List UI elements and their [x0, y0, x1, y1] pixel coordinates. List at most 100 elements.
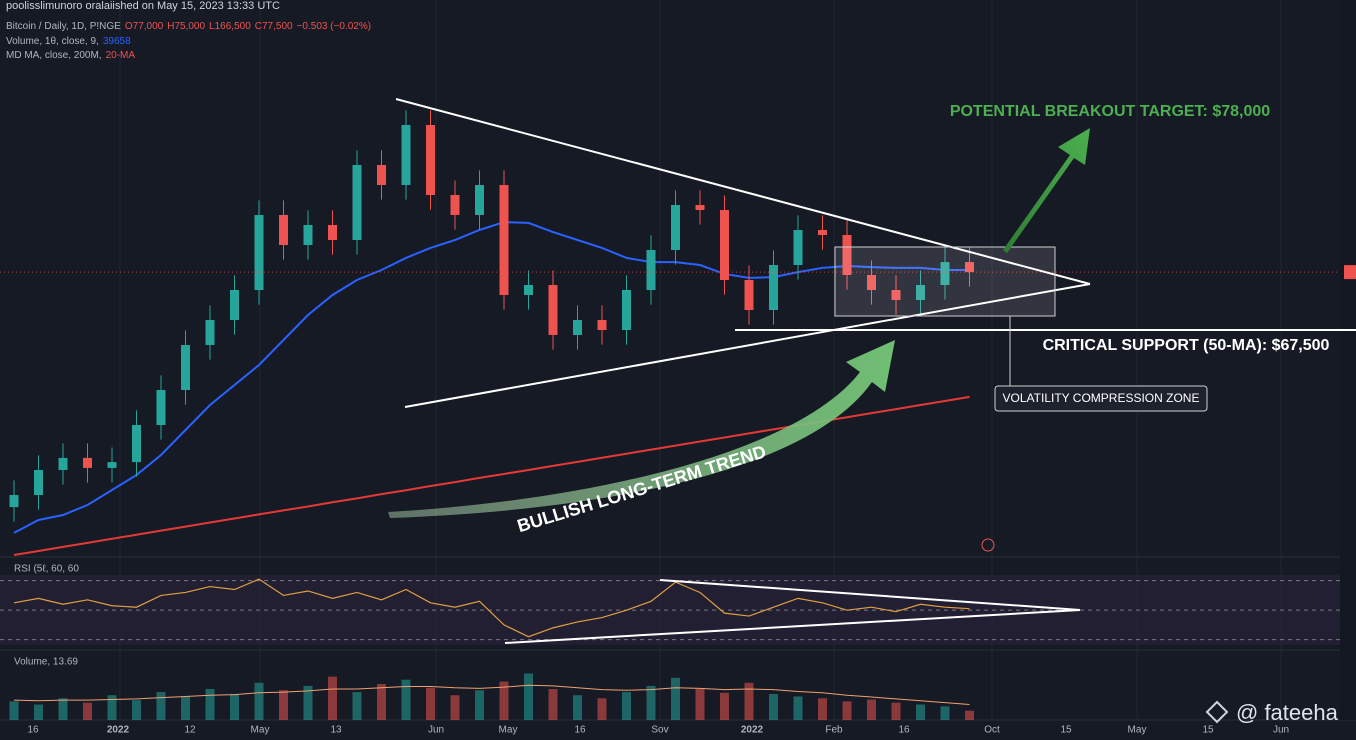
candle-body: [475, 185, 484, 215]
candle-body: [671, 205, 680, 250]
volume-bar: [205, 689, 215, 720]
x-axis: 16 2022 12 May 13 Jun May 16 Sov 2022 Feb 16 Oct 15 Ma…: [27, 725, 1289, 736]
candle-body: [573, 320, 582, 335]
callout-box: [994, 385, 1208, 412]
volume-bar: [793, 696, 803, 720]
x-tick-label: Oct: [984, 725, 1000, 736]
volume-bar: [181, 696, 190, 720]
candle-body: [744, 280, 754, 310]
x-tick-label: Sov: [651, 725, 668, 736]
volume-bar: [83, 702, 92, 720]
volume-bar: [573, 695, 582, 720]
volume-bar: [377, 684, 386, 720]
volume-bar: [230, 693, 239, 720]
volume-bar: [279, 690, 288, 720]
volume-bar: [254, 682, 264, 720]
volume-bar: [475, 690, 484, 720]
volume-bar: [818, 698, 827, 720]
moving-average: [13, 221, 970, 534]
volume-bar: [597, 698, 607, 720]
volume-bar: [769, 693, 778, 720]
volume-bar: [499, 681, 509, 720]
x-tick-label: 12: [184, 725, 196, 736]
x-tick-label: 16: [27, 725, 39, 736]
x-tick-label: 15: [1202, 725, 1214, 736]
x-tick-label: 16: [574, 725, 586, 736]
candle-body: [58, 457, 68, 470]
last-price-tag: [1344, 265, 1356, 280]
candle-body: [842, 235, 852, 275]
annotation: CRITICAL SUPPORT (50-MA): $67,500: [1043, 337, 1330, 354]
candle-body: [940, 262, 950, 285]
annotation: POTENTIAL BREAKOUT TARGET: $78,000: [950, 103, 1270, 120]
indicator-value: 20-MA: [105, 50, 136, 61]
candle-body: [107, 462, 117, 468]
candle-body: [818, 230, 827, 235]
candle-body: [205, 320, 215, 345]
candle-body: [891, 290, 901, 300]
volume-ma: [13, 684, 970, 705]
volume-bar: [965, 710, 974, 720]
candle-body: [720, 210, 729, 280]
x-tick-label: May: [251, 725, 270, 736]
grid: [119, 0, 1282, 720]
volume-bar: [622, 692, 631, 720]
ohlc: O77,000: [124, 21, 164, 32]
marks: [0, 110, 1356, 720]
candle-body: [377, 165, 386, 185]
volume-bar: [671, 677, 680, 720]
volume-bar: [132, 700, 141, 720]
x-tick-label: 2022: [107, 725, 130, 736]
breakout-arrow: [1003, 128, 1090, 253]
event-icon: [981, 538, 995, 552]
candle-body: [646, 250, 656, 290]
candle-body: [916, 285, 925, 300]
ohlc: L166,500: [209, 21, 251, 32]
x-tick-label: 15: [1060, 725, 1072, 736]
candle-body: [695, 205, 705, 210]
indicator-value: 39658: [102, 36, 131, 47]
candle-body: [279, 215, 288, 245]
annotation: VOLATILITY COMPRESSION ZONE: [1003, 391, 1200, 405]
candle-body: [156, 390, 166, 425]
x-tick-label: Jun: [428, 725, 444, 736]
published: poolisslimunoro oralaiished on May 15, 2…: [6, 0, 280, 12]
volume-bar: [867, 699, 876, 720]
volume-bar: [107, 695, 117, 720]
x-tick-label: Jun: [1273, 725, 1289, 736]
drawings: [395, 98, 1356, 644]
volume-bar: [646, 685, 656, 720]
watermark: @ fateeha: [1236, 700, 1339, 725]
candle-body: [426, 125, 435, 195]
candle-body: [548, 285, 558, 335]
candle-body: [499, 185, 509, 295]
symbol: Bitcoin / Daily, 1D, P!NGE: [6, 21, 121, 32]
volume-bar: [352, 692, 362, 720]
volume-bar: [426, 687, 435, 720]
candle-body: [83, 457, 92, 468]
volume-bar: [916, 704, 925, 720]
candle-body: [352, 165, 362, 240]
ma-line: MD MA, close, 200M, 20-MA: [6, 50, 139, 61]
x-tick-label: May: [1128, 725, 1147, 736]
change: −0.503 (−0.02%): [296, 21, 372, 32]
price-axis: [1340, 0, 1356, 720]
ohlc: C77,500: [254, 21, 293, 32]
candle-body: [524, 285, 533, 295]
candle-body: [450, 195, 460, 215]
volume-bar: [548, 689, 558, 720]
x-tick-label: 2022: [741, 725, 764, 736]
candle-body: [622, 290, 631, 330]
legend-line: Bitcoin / Daily, 1D, P!NGE O77,000 H75,000…: [6, 21, 375, 32]
candle-body: [132, 425, 141, 463]
candle-body: [230, 290, 239, 320]
volume-bar: [744, 682, 754, 720]
ohlc: H75,000: [167, 21, 206, 32]
candle-body: [867, 275, 876, 290]
candle-body: [254, 215, 264, 290]
x-tick-label: May: [499, 725, 518, 736]
volume-title: Volume, 13.69: [14, 657, 78, 668]
volume-bar: [720, 692, 729, 720]
